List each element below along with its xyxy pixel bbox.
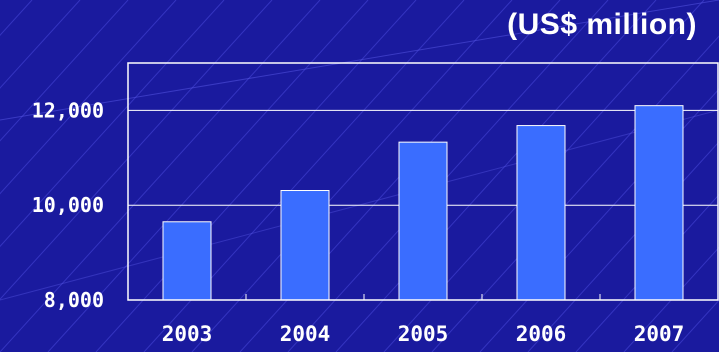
- background-diagonal-line: [95, 0, 417, 352]
- y-tick-label: 12,000: [32, 98, 104, 122]
- background-diagonal-line: [0, 0, 177, 195]
- background-diagonal-line: [575, 193, 719, 352]
- background-diagonal-line: [335, 0, 657, 352]
- background-diagonal-line: [0, 0, 719, 121]
- background-diagonal-line: [0, 0, 321, 352]
- background-diagonal-line: [0, 0, 225, 248]
- y-tick-label: 10,000: [32, 193, 104, 217]
- background-diagonal-line: [431, 35, 719, 352]
- x-tick-label: 2006: [516, 322, 567, 346]
- background-diagonal-line: [191, 0, 513, 352]
- bars: [162, 105, 684, 301]
- x-tick-label: 2003: [162, 322, 213, 346]
- background-diagonal-line: [47, 0, 369, 352]
- bar-2005: [398, 141, 448, 301]
- bar-2004: [280, 190, 330, 301]
- background-diagonal-line: [287, 0, 609, 352]
- background-diagonal-line: [0, 0, 129, 142]
- x-tick-label: 2005: [398, 322, 449, 346]
- x-tick-label: 2007: [634, 322, 685, 346]
- background-diagonal-line: [0, 0, 273, 300]
- background-diagonal-line: [0, 0, 81, 89]
- background-diagonal-line: [527, 141, 719, 352]
- plot-border: [127, 62, 719, 301]
- unit-label: (US$ million): [507, 8, 697, 41]
- x-axis-ticks: 2003 2004 2005 2006 2007: [162, 322, 685, 346]
- y-tick-label: 8,000: [44, 288, 104, 312]
- plot-frame: [127, 62, 719, 301]
- y-axis-ticks: 8,000 10,000 12,000: [32, 98, 104, 312]
- bar-2003: [162, 221, 212, 301]
- x-tick-label: 2004: [280, 322, 331, 346]
- bar-2006: [516, 125, 566, 301]
- bar-2007: [634, 105, 684, 301]
